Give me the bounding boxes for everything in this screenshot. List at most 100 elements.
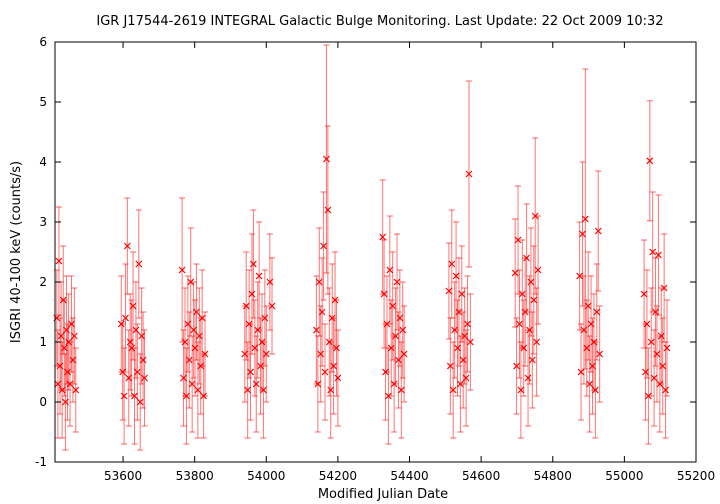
data-point [139,311,147,409]
data-point [259,341,267,439]
data-point [323,44,330,274]
data-point [68,275,75,373]
data-point [70,287,78,385]
data-point [649,191,657,313]
data-point [533,287,541,397]
x-tick-label: 55000 [605,469,643,483]
x-tick-label: 55200 [677,469,715,483]
data-point [64,323,71,421]
axis-ticks: 53600 53800 54000 54200 54400 54600 54800 55000… [35,35,715,483]
data-point [445,242,453,340]
data-point [593,263,601,361]
data-point [524,329,532,427]
data-point [517,341,525,439]
data-point [320,191,327,301]
data-point [129,251,137,361]
data-point [396,269,404,367]
x-axis-label: Modified Julian Date [318,487,448,502]
data-point [446,317,454,415]
data-point [466,293,474,391]
data-point [399,281,407,379]
data-point [120,347,128,445]
data-point [181,287,189,397]
data-point [579,161,586,307]
data-point [576,221,584,331]
data-point [456,335,464,433]
data-point [138,287,146,385]
data-point [241,305,249,403]
data-points [53,44,671,451]
data-point [527,227,535,337]
data-point [72,347,80,433]
y-tick-label: 6 [39,35,47,49]
data-point [248,233,256,355]
y-tick-label: 3 [39,215,47,229]
data-point [594,170,602,292]
data-point [520,299,528,397]
data-point [581,68,589,370]
data-point [195,287,203,385]
data-point [190,281,198,379]
data-point [397,341,405,439]
data-point [654,194,662,316]
data-point [511,218,519,328]
data-point [448,209,456,319]
data-point [394,311,402,409]
data-point [136,353,144,451]
data-point [659,317,667,415]
data-point [591,341,599,439]
data-point [387,299,395,397]
data-point [643,269,651,379]
data-point [379,179,387,295]
y-tick-label: 2 [39,275,47,289]
data-point [188,335,196,433]
x-tick-label: 53800 [176,469,214,483]
data-point [454,299,461,397]
chart-title: IGR J17544-2619 INTEGRAL Galactic Bulge … [96,14,663,29]
data-point [596,305,604,403]
data-point [330,317,338,415]
data-point [262,305,270,403]
data-point [516,269,523,379]
data-point [312,275,320,385]
data-point [653,305,661,403]
data-point [461,287,469,385]
data-point [315,227,323,337]
data-point [132,281,140,379]
data-point [317,305,325,403]
data-point [133,323,141,421]
data-point [513,317,521,415]
data-point [577,323,585,421]
data-point [386,215,394,325]
plot-frame [54,41,697,463]
data-point [257,317,264,415]
data-point [268,257,276,355]
data-point [249,209,257,319]
data-point [650,329,658,427]
data-point [135,209,143,319]
y-tick-label: 5 [39,95,47,109]
data-point [185,311,193,409]
y-axis-label: ISGRI 40-100 keV (counts/s) [9,161,24,343]
data-point [646,100,654,222]
data-point [393,233,401,331]
data-point [530,245,538,355]
data-point [123,197,131,295]
data-point [528,311,536,409]
data-point [647,287,655,397]
data-point [247,323,254,421]
data-point [580,275,588,385]
data-point [321,323,329,421]
data-point [198,269,206,367]
data-point [314,335,322,433]
data-point [662,341,669,439]
data-point [126,293,134,391]
data-point [131,347,138,445]
data-point [452,221,460,331]
data-point [141,329,148,427]
data-point [462,329,470,427]
data-point [589,317,596,415]
x-tick-label: 54800 [534,469,572,483]
data-point [640,239,648,349]
